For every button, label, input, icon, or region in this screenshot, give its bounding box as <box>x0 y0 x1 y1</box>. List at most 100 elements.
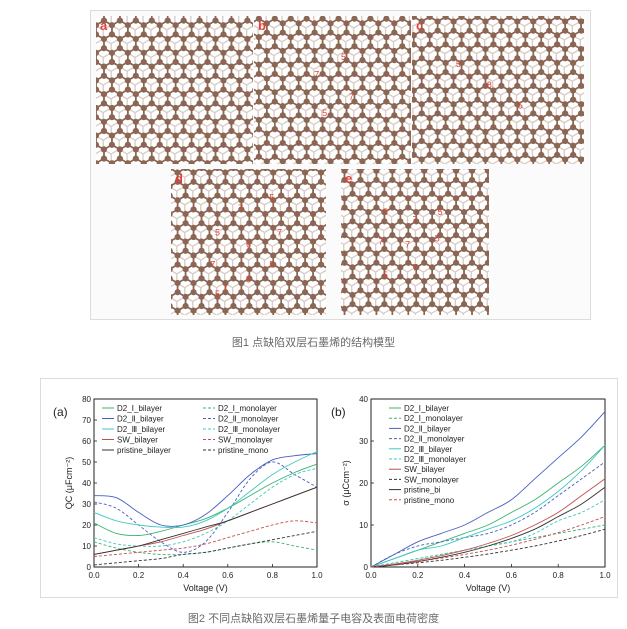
lattice-a: a <box>96 16 253 164</box>
atom <box>132 45 139 52</box>
atom <box>148 17 155 24</box>
shadow-bond <box>246 135 253 141</box>
atom <box>196 127 203 135</box>
atom <box>196 146 203 153</box>
atom <box>124 141 131 148</box>
atom <box>108 49 116 56</box>
atom <box>212 127 219 135</box>
atom <box>196 91 203 98</box>
atom <box>252 142 253 147</box>
atom <box>228 146 235 153</box>
atom <box>188 132 195 139</box>
atom <box>180 17 187 24</box>
atom <box>196 72 203 79</box>
atom <box>156 132 163 139</box>
shadow-bond <box>409 150 411 153</box>
atom <box>148 146 155 153</box>
atom <box>220 160 227 164</box>
atom <box>156 58 163 66</box>
atom <box>116 100 124 107</box>
shadow-bond <box>409 95 411 98</box>
atom <box>196 63 203 70</box>
atom <box>196 35 203 43</box>
atom <box>100 63 108 70</box>
atom <box>204 49 211 56</box>
atom <box>132 118 139 125</box>
atom <box>96 86 100 93</box>
atom <box>236 77 243 84</box>
atom <box>172 141 179 148</box>
atom <box>132 155 139 162</box>
atom <box>180 155 187 162</box>
atom <box>100 100 108 107</box>
atom <box>96 77 100 84</box>
shadow-bond <box>254 162 256 164</box>
atom <box>236 132 243 139</box>
atom <box>228 127 235 135</box>
atom <box>252 78 253 83</box>
atom <box>252 23 253 28</box>
atom <box>180 63 187 70</box>
lattice-atoms <box>96 17 253 164</box>
panel-a: a <box>96 16 253 164</box>
atom <box>164 72 171 79</box>
atom <box>164 91 171 98</box>
atom <box>196 118 203 125</box>
atom <box>252 87 253 92</box>
atom <box>140 104 147 112</box>
atom <box>204 104 211 112</box>
atom <box>96 141 100 148</box>
atom <box>116 72 124 79</box>
atom <box>164 63 171 70</box>
atom <box>140 31 147 38</box>
atom <box>124 160 131 164</box>
atom <box>196 100 203 107</box>
atom <box>220 141 227 148</box>
atom <box>108 114 116 121</box>
atom <box>212 155 219 162</box>
atom <box>148 91 155 98</box>
atom <box>124 31 131 38</box>
atom <box>116 35 124 43</box>
atom <box>172 58 179 66</box>
shadow-bond <box>251 163 253 164</box>
atom <box>188 104 195 112</box>
atom <box>252 59 253 65</box>
atom <box>140 58 147 66</box>
atom <box>108 86 116 93</box>
atom <box>96 58 100 66</box>
atom <box>100 35 108 43</box>
shadow-bond <box>246 53 253 58</box>
atom <box>116 91 124 98</box>
atom <box>244 146 251 153</box>
atom <box>148 100 155 107</box>
atom <box>116 155 124 162</box>
atom <box>204 141 211 148</box>
atom <box>100 91 108 98</box>
atom <box>164 45 171 52</box>
atom <box>96 160 100 164</box>
atom <box>236 160 243 164</box>
atom <box>180 127 187 135</box>
atom <box>140 49 147 56</box>
atom <box>172 22 179 29</box>
atom <box>220 132 227 139</box>
shadow-bond <box>409 67 411 70</box>
atom <box>124 114 131 121</box>
atom <box>140 77 147 84</box>
atom <box>220 104 227 112</box>
atom <box>132 100 139 107</box>
atom <box>228 63 235 70</box>
shadow-bond <box>254 135 259 139</box>
atom <box>212 63 219 70</box>
atom <box>220 77 227 84</box>
atom <box>164 118 171 125</box>
atom <box>252 32 253 37</box>
atom <box>228 35 235 43</box>
atom <box>172 31 179 38</box>
atom <box>180 72 187 79</box>
atom <box>116 63 124 70</box>
atom <box>148 127 155 135</box>
